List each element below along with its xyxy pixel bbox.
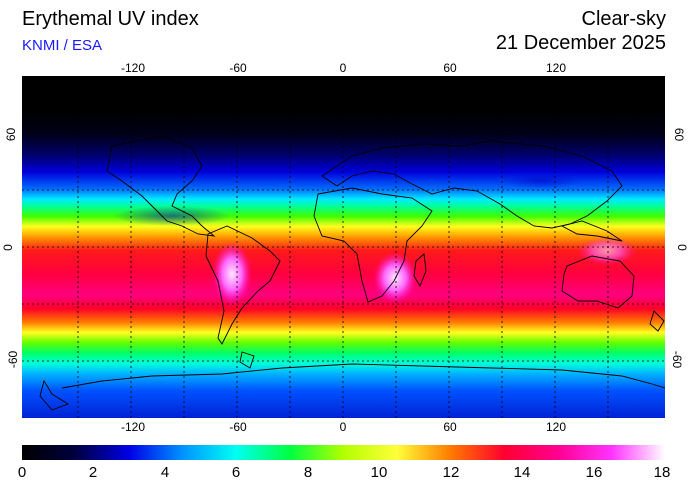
colorbar-label: 2 (88, 464, 98, 481)
lon-tick-top: -120 (120, 61, 146, 75)
lat-tick-left: 0 (0, 244, 15, 251)
cloud-band (112, 206, 232, 226)
graticule (22, 76, 665, 418)
colorbar-label: 16 (585, 464, 603, 481)
map-title: Erythemal UV index (22, 8, 199, 30)
colorbar-label: 6 (231, 464, 241, 481)
colorbar-label: 12 (442, 464, 460, 481)
lat-tick-left: -60 (6, 350, 21, 369)
lon-tick-bottom: 60 (443, 420, 457, 434)
colorbar-label: 0 (17, 464, 27, 481)
colorbar-label: 8 (303, 464, 313, 481)
lon-tick-bottom: -120 (120, 420, 146, 434)
lat-tick-right: 60 (671, 127, 686, 142)
australasia-uv-maximum (577, 237, 637, 265)
colorbar-label: 18 (653, 464, 671, 481)
lon-tick-bottom: 0 (339, 420, 347, 434)
date-label: 21 December 2025 (495, 32, 666, 54)
lon-tick-bottom: -60 (229, 420, 247, 434)
product-label: Clear-sky (581, 8, 666, 30)
lat-tick-left: 60 (4, 127, 19, 142)
lon-tick-top: 60 (443, 61, 457, 75)
credit-label: KNMI / ESA (22, 37, 103, 54)
colorbar-label: 4 (160, 464, 170, 481)
cloud-band (502, 173, 582, 189)
uv-index-map (22, 76, 665, 418)
lon-tick-top: -60 (229, 61, 247, 75)
lat-tick-right: 0 (675, 244, 688, 251)
andes-uv-maximum (212, 242, 252, 306)
map-canvas (22, 76, 665, 418)
lon-tick-top: 0 (339, 61, 347, 75)
lon-tick-bottom: 120 (545, 420, 567, 434)
colorbar-label: 10 (370, 464, 388, 481)
colorbar (22, 445, 665, 460)
lon-tick-top: 120 (545, 61, 567, 75)
colorbar-label: 14 (513, 464, 531, 481)
coastlines (39, 135, 665, 411)
lat-tick-right: -60 (669, 350, 684, 369)
